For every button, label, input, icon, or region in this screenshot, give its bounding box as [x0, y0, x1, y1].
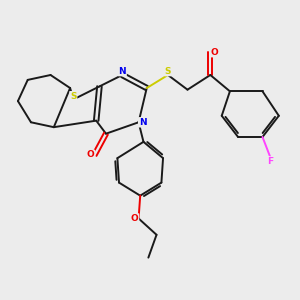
Text: S: S	[70, 92, 76, 101]
Text: N: N	[118, 67, 126, 76]
Text: N: N	[139, 118, 146, 127]
Text: S: S	[165, 67, 171, 76]
Text: F: F	[268, 157, 274, 166]
Text: O: O	[131, 214, 139, 223]
Text: O: O	[87, 150, 94, 159]
Text: O: O	[210, 48, 218, 57]
